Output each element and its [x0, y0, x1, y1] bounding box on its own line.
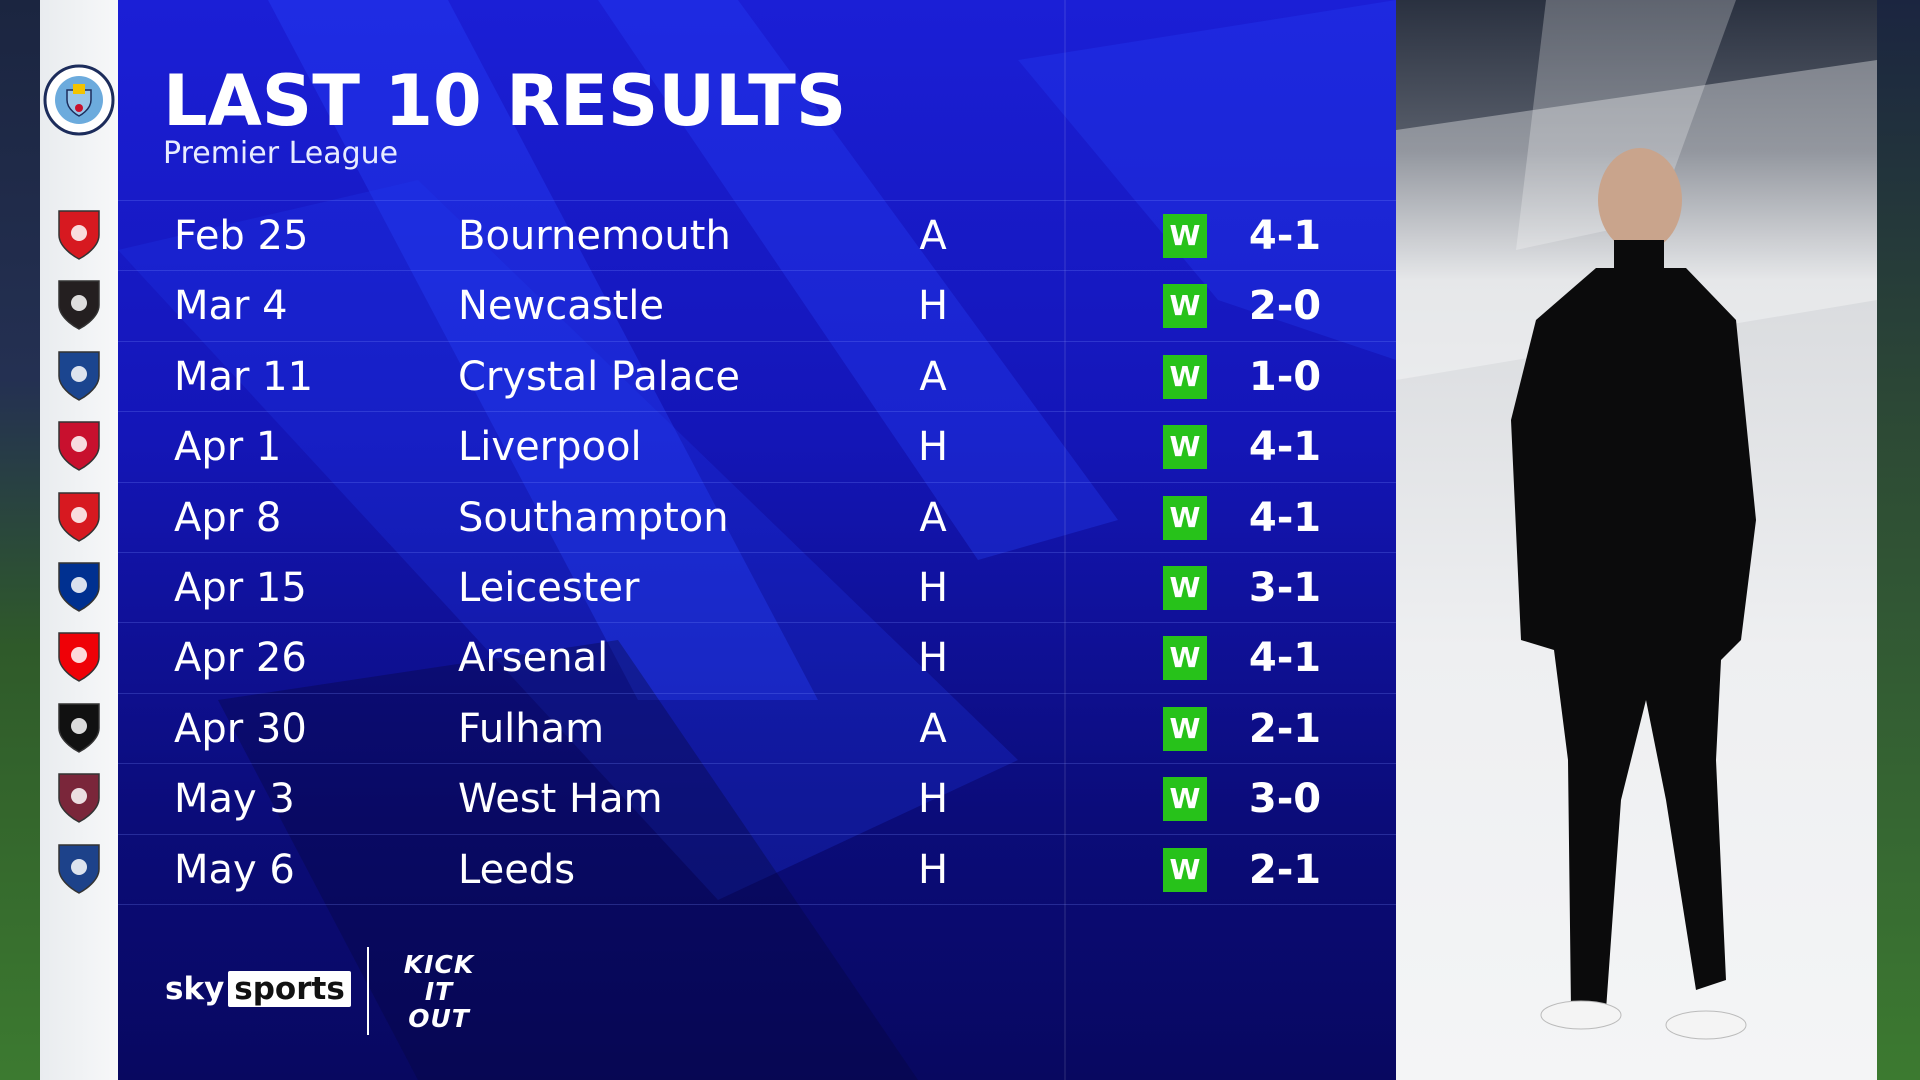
- logo-divider: [367, 947, 369, 1035]
- match-score: 1-0: [1248, 353, 1322, 400]
- result-badge: W: [1163, 847, 1207, 892]
- match-score: 4-1: [1248, 635, 1322, 682]
- background-stripes: [118, 0, 1396, 1080]
- match-score: 4-1: [1248, 213, 1322, 259]
- leicester-crest-icon: [58, 562, 100, 612]
- venue: H: [917, 424, 949, 471]
- match-date: Apr 8: [174, 494, 282, 541]
- opponent-name: Newcastle: [458, 283, 664, 330]
- kick-it-out-logo: KICK IT OUT: [403, 950, 475, 1033]
- arsenal-crest-icon: [58, 632, 100, 683]
- column-divider: [1064, 0, 1066, 1080]
- bournemouth-crest-icon: [58, 210, 100, 260]
- venue: H: [917, 283, 949, 330]
- result-row: Mar 11 Crystal Palace A W 1-0: [118, 340, 1396, 412]
- opponent-name: Leeds: [458, 846, 576, 893]
- opponent-name: West Ham: [458, 776, 663, 823]
- match-score: 2-1: [1248, 705, 1322, 752]
- manchester-city-crest-icon: [43, 64, 115, 136]
- match-date: May 3: [174, 776, 295, 823]
- crystal-palace-crest-icon: [58, 351, 100, 401]
- venue: A: [919, 213, 947, 259]
- match-date: May 6: [174, 846, 295, 893]
- crest-column: [40, 0, 118, 1080]
- match-score: 2-0: [1248, 283, 1322, 330]
- match-score: 3-0: [1248, 776, 1322, 823]
- sky-text: sky: [165, 971, 225, 1007]
- result-badge: W: [1163, 777, 1207, 822]
- match-date: Apr 1: [174, 424, 282, 471]
- west-ham-crest-icon: [58, 773, 100, 824]
- stadium-background-left: [0, 0, 40, 1080]
- match-score: 4-1: [1248, 494, 1322, 541]
- venue: H: [917, 565, 949, 611]
- result-badge: W: [1163, 495, 1207, 540]
- liverpool-crest-icon: [58, 421, 100, 472]
- page-subtitle: Premier League: [163, 136, 399, 171]
- sports-text: sports: [228, 971, 351, 1007]
- opponent-name: Arsenal: [458, 635, 609, 682]
- match-date: Feb 25: [174, 213, 309, 259]
- opponent-name: Fulham: [458, 705, 605, 752]
- match-score: 4-1: [1248, 424, 1322, 471]
- leeds-crest-icon: [58, 843, 100, 894]
- result-badge: W: [1163, 214, 1207, 258]
- opponent-name: Crystal Palace: [458, 353, 740, 400]
- venue: H: [917, 776, 949, 823]
- sky-sports-logo: sky sports: [165, 971, 351, 1007]
- opponent-name: Southampton: [458, 494, 729, 541]
- result-badge: W: [1163, 636, 1207, 681]
- opponent-name: Leicester: [458, 565, 640, 611]
- match-date: Mar 11: [174, 353, 314, 400]
- match-score: 3-1: [1248, 565, 1322, 611]
- result-row: Apr 1 Liverpool H W 4-1: [118, 411, 1396, 482]
- manager-photo: [1396, 0, 1877, 1080]
- fulham-crest-icon: [58, 703, 100, 753]
- row-divider: [118, 904, 1396, 906]
- venue: H: [917, 846, 949, 893]
- match-date: Mar 4: [174, 283, 288, 330]
- opponent-name: Liverpool: [458, 424, 642, 471]
- venue: A: [919, 353, 947, 400]
- match-date: Apr 30: [174, 705, 307, 752]
- result-row: May 6 Leeds H W 2-1: [118, 833, 1396, 905]
- page-title: LAST 10 RESULTS: [163, 60, 847, 142]
- result-badge: W: [1163, 354, 1207, 399]
- result-row: May 3 West Ham H W 3-0: [118, 763, 1396, 834]
- opponent-name: Bournemouth: [458, 213, 731, 259]
- result-badge: W: [1163, 706, 1207, 751]
- result-row: Apr 8 Southampton A W 4-1: [118, 481, 1396, 553]
- result-row: Apr 15 Leicester H W 3-1: [118, 552, 1396, 623]
- results-panel: LAST 10 RESULTS Premier League Feb 25 Bou…: [118, 0, 1396, 1080]
- match-date: Apr 15: [174, 565, 307, 611]
- venue: H: [917, 635, 949, 682]
- newcastle-crest-icon: [58, 280, 100, 331]
- match-score: 2-1: [1248, 846, 1322, 893]
- result-row: Feb 25 Bournemouth A W 4-1: [118, 200, 1396, 271]
- result-row: Apr 26 Arsenal H W 4-1: [118, 622, 1396, 693]
- result-badge: W: [1163, 284, 1207, 329]
- result-badge: W: [1163, 566, 1207, 610]
- venue: A: [919, 705, 947, 752]
- result-badge: W: [1163, 425, 1207, 470]
- southampton-crest-icon: [58, 491, 100, 542]
- result-row: Apr 30 Fulham A W 2-1: [118, 692, 1396, 764]
- stadium-background-right: [1877, 0, 1920, 1080]
- result-row: Mar 4 Newcastle H W 2-0: [118, 270, 1396, 341]
- match-date: Apr 26: [174, 635, 307, 682]
- venue: A: [919, 494, 947, 541]
